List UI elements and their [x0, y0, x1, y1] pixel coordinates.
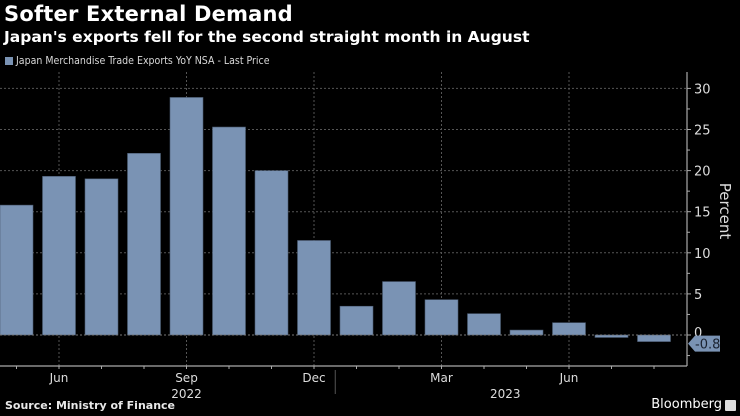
chart-subtitle: Japan's exports fell for the second stra…: [4, 28, 530, 46]
y-tick-label: 5: [694, 288, 702, 303]
bar: [424, 299, 459, 336]
last-value-label: -0.8: [695, 338, 720, 353]
last-value-tag: [688, 335, 720, 352]
y-tick-label: 10: [694, 247, 711, 262]
bar: [127, 153, 161, 336]
bar: [254, 170, 289, 336]
legend-swatch-icon: [5, 57, 13, 65]
y-tick-label: 25: [694, 124, 711, 139]
bar: [594, 334, 629, 338]
x-tick-label: Sep: [175, 371, 198, 385]
x-tick-label: Jun: [49, 371, 69, 385]
bar: [382, 281, 416, 336]
y-tick-label: 30: [694, 82, 711, 97]
x-tick-label: Mar: [430, 371, 453, 385]
bar: [0, 204, 34, 336]
bar: [297, 240, 331, 336]
year-label: 2022: [171, 387, 202, 401]
legend: Japan Merchandise Trade Exports YoY NSA …: [5, 55, 270, 67]
bar: [212, 126, 246, 336]
bar: [84, 178, 119, 336]
y-tick-label: 20: [694, 165, 711, 180]
legend-label: Japan Merchandise Trade Exports YoY NSA …: [16, 55, 270, 67]
bar: [339, 305, 374, 336]
bloomberg-logo-icon: [725, 400, 736, 411]
y-tick-label: 0: [694, 326, 702, 341]
bar: [637, 334, 671, 342]
bar: [42, 176, 76, 336]
year-label: 2023: [490, 387, 521, 401]
x-tick-label: Dec: [302, 371, 325, 385]
source-note: Source: Ministry of Finance: [5, 399, 176, 412]
bar: [169, 97, 204, 336]
x-tick-label: Jun: [559, 371, 579, 385]
y-tick-label: 15: [694, 206, 711, 221]
bar: [509, 329, 544, 336]
bar: [552, 322, 586, 336]
y-axis-title: Percent: [716, 183, 734, 240]
brand-label: Bloomberg: [651, 397, 722, 412]
bar: [467, 313, 501, 336]
chart-title: Softer External Demand: [4, 2, 293, 26]
